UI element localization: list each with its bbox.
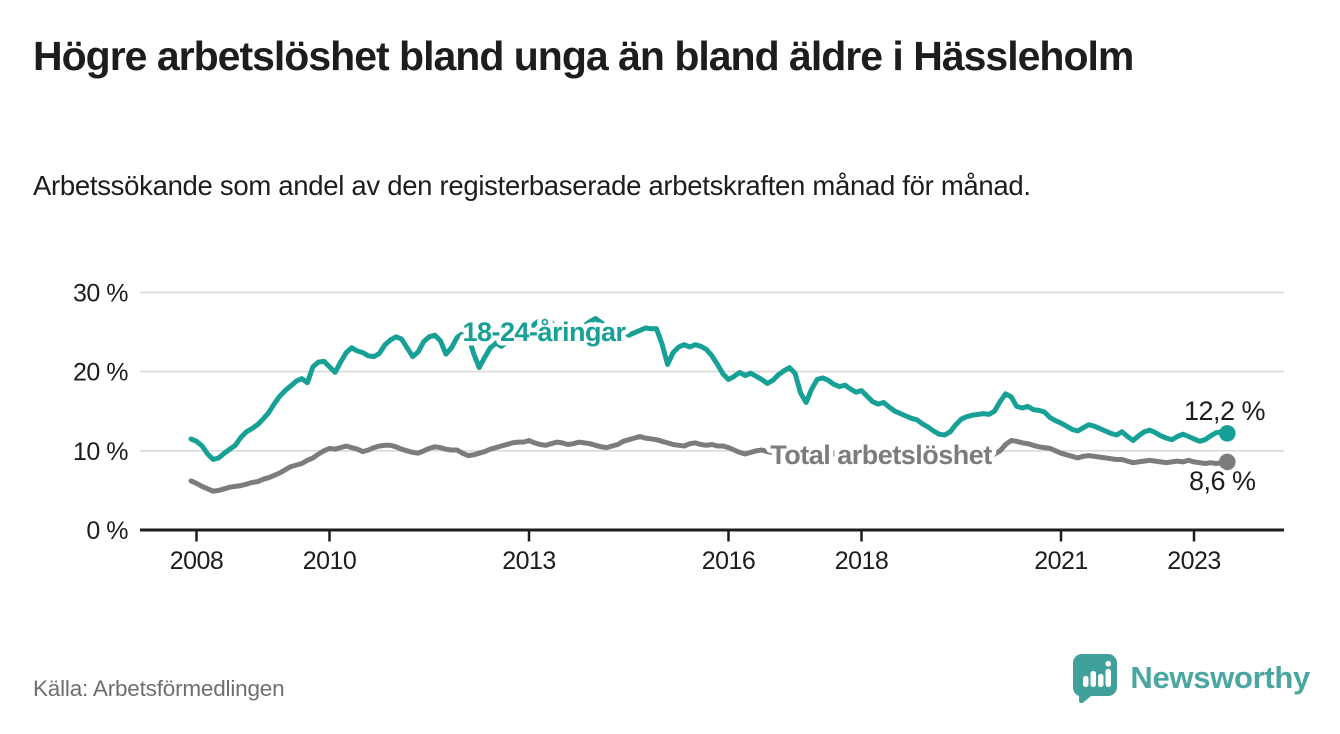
x-axis-tick-label: 2018 [835,547,889,575]
x-axis-tick-label: 2016 [702,547,756,575]
brand-wordmark: Newsworthy [1130,660,1310,695]
series-label-youth: 18-24-åringar [462,317,626,347]
x-axis-tick-label: 2023 [1167,547,1221,575]
series-label-total: Total arbetslöshet [770,440,992,470]
chart-subtitle: Arbetssökande som andel av den registerb… [33,170,1031,201]
end-value-label-total: 8,6 % [1189,466,1256,496]
end-value-label-youth: 12,2 % [1184,396,1266,426]
newsworthy-bubble-chart-icon [1073,654,1118,703]
x-axis-tick-label: 2021 [1034,547,1088,575]
newsworthy-logo: Newsworthy [1072,652,1310,704]
y-axis-tick-label: 30 % [73,279,128,307]
series-line-youth [188,315,1230,462]
series-end-dot-total [1218,453,1236,471]
gridlines: 0 % 10 % 20 % 30 % [73,279,1284,545]
y-axis-tick-label: 10 % [73,438,128,466]
page-title: Högre arbetslöshet bland unga än bland ä… [33,33,1134,79]
series-labels: 18-24-åringar Total arbetslöshet 12,2 % 8,6… [458,313,1270,500]
series-lines [188,315,1236,494]
x-axis-tick-label: 2013 [502,547,556,575]
y-axis-tick-label: 0 % [86,517,128,545]
series-end-dot-youth [1218,425,1236,442]
x-axis-tick-label: 2010 [303,547,357,575]
line-chart: 0 % 10 % 20 % 30 % 2008 2010 2013 2016 2018 2021… [73,279,1284,575]
series-line-total [188,434,1230,494]
source-note: Källa: Arbetsförmedlingen [33,676,285,701]
x-axis: 2008 2010 2013 2016 2018 2021 2023 [140,528,1284,575]
x-axis-tick-label: 2008 [170,547,224,575]
y-axis-tick-label: 20 % [73,359,128,387]
